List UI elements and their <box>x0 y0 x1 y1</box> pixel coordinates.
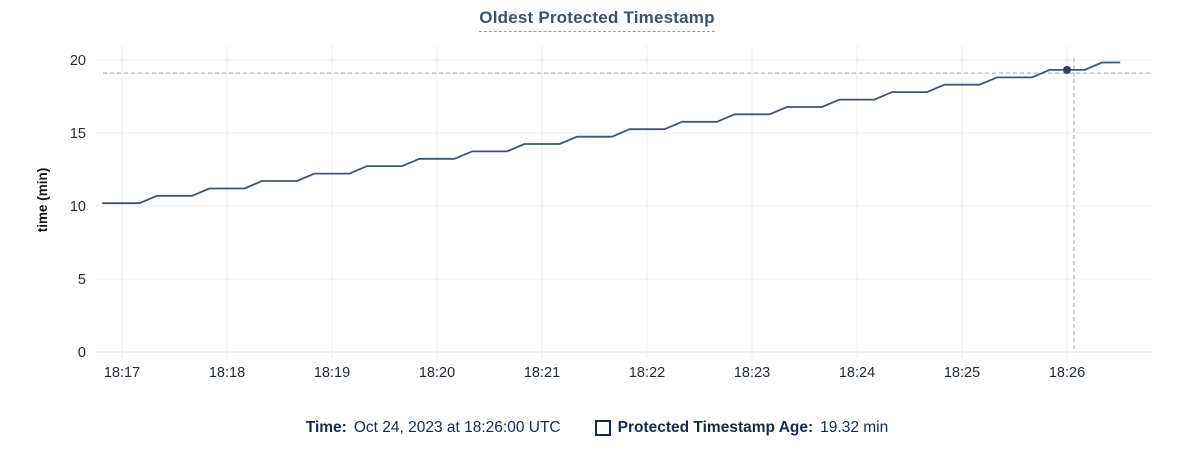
line-chart[interactable]: 0 5 10 15 20 18:17 18:18 18:19 18:20 18:21 18:22 18… <box>0 0 1194 410</box>
chart-title-row: Oldest Protected Timestamp <box>0 8 1194 32</box>
x-tick-label: 18:17 <box>104 365 140 381</box>
hover-time-value: Oct 24, 2023 at 18:26:00 UTC <box>353 419 561 436</box>
series-toggle-checkbox[interactable] <box>594 420 611 436</box>
chart-title[interactable]: Oldest Protected Timestamp <box>479 8 715 32</box>
x-tick-label: 18:26 <box>1049 365 1085 381</box>
x-tick-label: 18:24 <box>839 365 875 381</box>
x-tick-label: 18:18 <box>209 365 245 381</box>
x-tick-label: 18:21 <box>524 365 560 381</box>
x-tick-label: 18:22 <box>629 365 665 381</box>
y-tick-label: 10 <box>70 199 86 215</box>
hover-time-label: Time: <box>305 419 347 436</box>
x-tick-label: 18:25 <box>944 365 980 381</box>
x-tick-label: 18:23 <box>734 365 770 381</box>
hovered-data-point[interactable] <box>1063 65 1071 74</box>
x-tick-label: 18:19 <box>314 365 350 381</box>
series-value: 19.32 min <box>820 419 889 436</box>
y-tick-label: 15 <box>70 126 86 142</box>
y-tick-label: 20 <box>70 53 86 69</box>
x-tick-label: 18:20 <box>419 365 455 381</box>
series-line[interactable] <box>101 61 1121 205</box>
series-name-label: Protected Timestamp Age: <box>617 419 814 436</box>
y-tick-label: 0 <box>78 345 86 361</box>
chart-footer: Time: Oct 24, 2023 at 18:26:00 UTC Prote… <box>0 419 1194 437</box>
y-tick-label: 5 <box>78 272 86 288</box>
